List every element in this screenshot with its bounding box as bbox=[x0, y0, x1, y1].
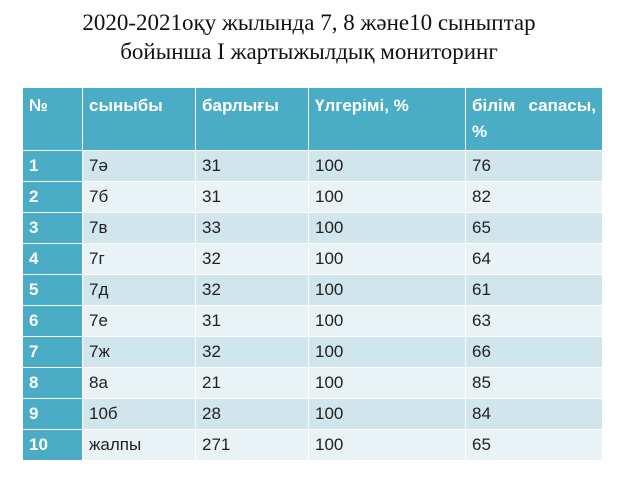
table-row: 2 7б 31 100 82 bbox=[22, 181, 603, 213]
progress-cell: 100 bbox=[308, 336, 466, 368]
header-quality: білім сапасы, % bbox=[465, 87, 603, 151]
quality-cell: 61 bbox=[465, 274, 603, 306]
quality-cell: 85 bbox=[465, 367, 603, 399]
table-row: 1 7ә 31 100 76 bbox=[22, 150, 603, 182]
table-row: 9 10б 28 100 84 bbox=[22, 398, 603, 430]
header-total: барлығы bbox=[195, 87, 309, 151]
quality-cell: 82 bbox=[465, 181, 603, 213]
title-line-2: бойынша І жартыжылдық мониторинг bbox=[120, 39, 498, 64]
quality-cell: 65 bbox=[465, 429, 603, 461]
quality-cell: 66 bbox=[465, 336, 603, 368]
class-cell: 8а bbox=[82, 367, 196, 399]
table-row: 4 7г 32 100 64 bbox=[22, 243, 603, 275]
class-cell: 7г bbox=[82, 243, 196, 275]
title-line-1: 2020-2021оқу жылында 7, 8 және10 сыныпта… bbox=[82, 10, 536, 35]
class-cell: 7е bbox=[82, 305, 196, 337]
table-row: 8 8а 21 100 85 bbox=[22, 367, 603, 399]
table-row: 5 7д 32 100 61 bbox=[22, 274, 603, 306]
progress-cell: 100 bbox=[308, 243, 466, 275]
page-title: 2020-2021оқу жылында 7, 8 және10 сыныпта… bbox=[0, 8, 618, 66]
quality-cell: 84 bbox=[465, 398, 603, 430]
progress-cell: 100 bbox=[308, 150, 466, 182]
header-progress: Үлгерімі, % bbox=[308, 87, 466, 151]
row-number: 2 bbox=[22, 181, 83, 213]
class-cell: 10б bbox=[82, 398, 196, 430]
class-cell: 7ә bbox=[82, 150, 196, 182]
header-row: № сыныбы барлығы Үлгерімі, % білім сапас… bbox=[22, 87, 603, 151]
row-number: 4 bbox=[22, 243, 83, 275]
table-row: 6 7е 31 100 63 bbox=[22, 305, 603, 337]
total-cell: 32 bbox=[195, 336, 309, 368]
table-row: 3 7в 33 100 65 bbox=[22, 212, 603, 244]
class-cell: 7в bbox=[82, 212, 196, 244]
row-number: 10 bbox=[22, 429, 83, 461]
total-cell: 31 bbox=[195, 150, 309, 182]
row-number: 5 bbox=[22, 274, 83, 306]
total-cell: 31 bbox=[195, 181, 309, 213]
total-cell: 32 bbox=[195, 274, 309, 306]
progress-cell: 100 bbox=[308, 305, 466, 337]
table-row: 7 7ж 32 100 66 bbox=[22, 336, 603, 368]
total-cell: 21 bbox=[195, 367, 309, 399]
row-number: 6 bbox=[22, 305, 83, 337]
header-class: сыныбы bbox=[82, 87, 196, 151]
total-cell: 32 bbox=[195, 243, 309, 275]
progress-cell: 100 bbox=[308, 429, 466, 461]
row-number: 8 bbox=[22, 367, 83, 399]
row-number: 9 bbox=[22, 398, 83, 430]
progress-cell: 100 bbox=[308, 212, 466, 244]
quality-cell: 76 bbox=[465, 150, 603, 182]
class-cell: 7б bbox=[82, 181, 196, 213]
progress-cell: 100 bbox=[308, 398, 466, 430]
row-number: 7 bbox=[22, 336, 83, 368]
monitoring-table: № сыныбы барлығы Үлгерімі, % білім сапас… bbox=[22, 87, 603, 461]
class-cell: 7ж bbox=[82, 336, 196, 368]
total-cell: 271 bbox=[195, 429, 309, 461]
progress-cell: 100 bbox=[308, 181, 466, 213]
progress-cell: 100 bbox=[308, 367, 466, 399]
total-cell: 33 bbox=[195, 212, 309, 244]
quality-cell: 63 bbox=[465, 305, 603, 337]
progress-cell: 100 bbox=[308, 274, 466, 306]
total-cell: 28 bbox=[195, 398, 309, 430]
table-row: 10 жалпы 271 100 65 bbox=[22, 429, 603, 461]
class-cell: жалпы bbox=[82, 429, 196, 461]
quality-cell: 65 bbox=[465, 212, 603, 244]
header-number: № bbox=[22, 87, 83, 151]
total-cell: 31 bbox=[195, 305, 309, 337]
quality-cell: 64 bbox=[465, 243, 603, 275]
class-cell: 7д bbox=[82, 274, 196, 306]
row-number: 3 bbox=[22, 212, 83, 244]
row-number: 1 bbox=[22, 150, 83, 182]
